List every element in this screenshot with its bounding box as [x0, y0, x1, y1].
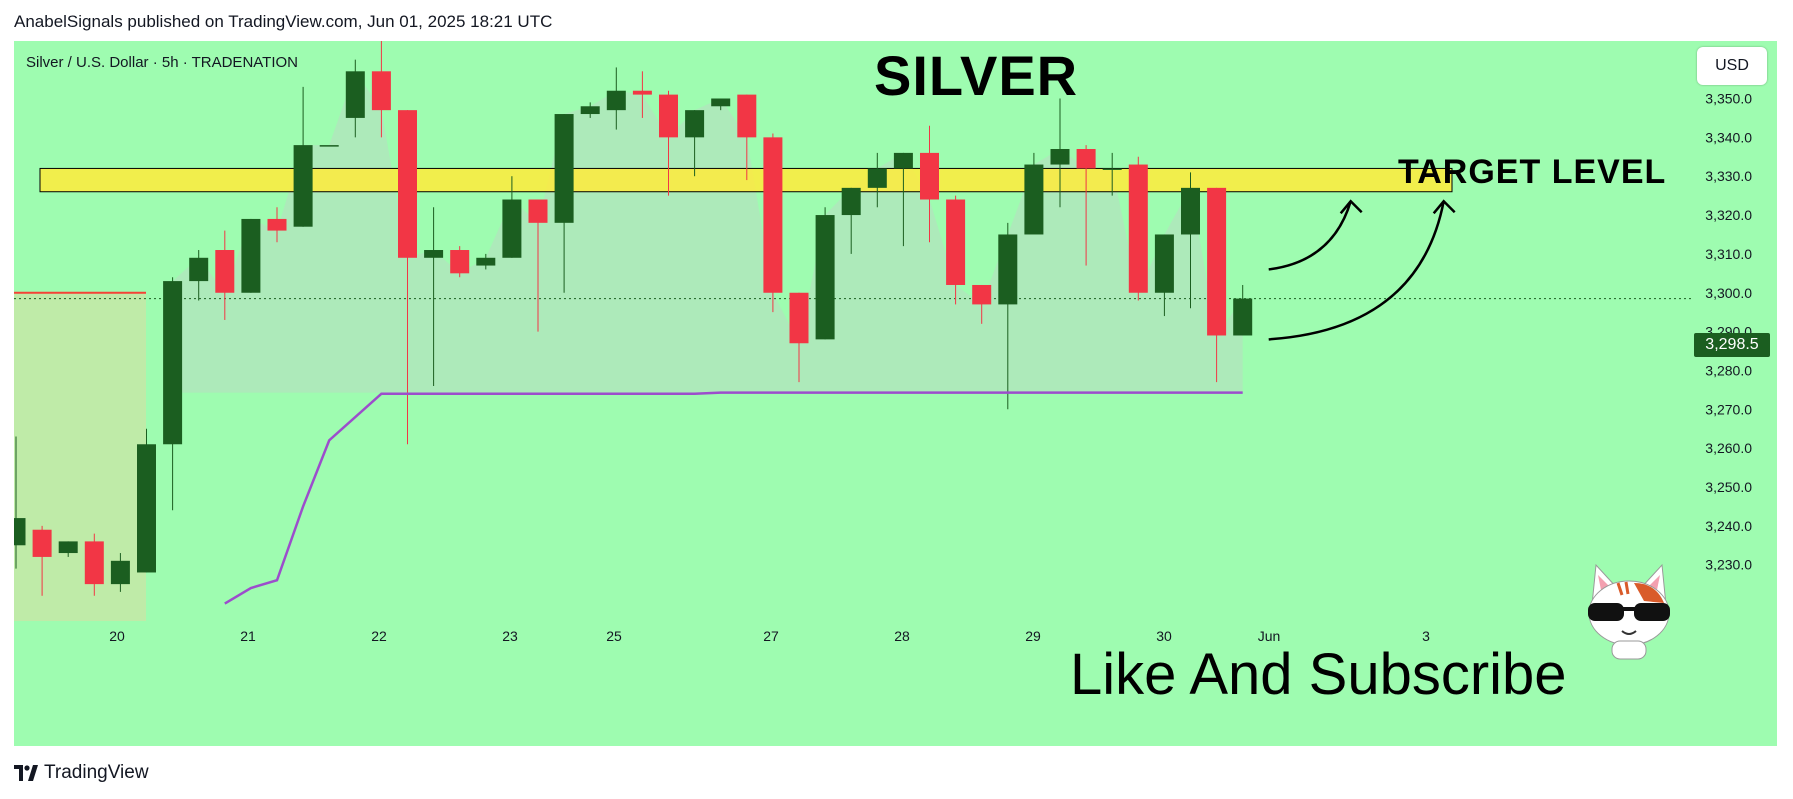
- candle-body: [711, 98, 731, 107]
- candle-body: [1128, 164, 1148, 293]
- x-tick-label: 20: [109, 628, 125, 644]
- candle-body: [84, 541, 104, 585]
- candle-body: [293, 145, 313, 227]
- x-tick-label: Jun: [1258, 628, 1281, 644]
- target-zone: [39, 167, 1453, 193]
- candle-body: [867, 168, 887, 188]
- publisher-line: AnabelSignals published on TradingView.c…: [14, 12, 553, 31]
- candle-body: [110, 560, 130, 585]
- x-tick-label: 27: [763, 628, 779, 644]
- candle-body: [398, 110, 417, 258]
- candle-body: [815, 215, 835, 340]
- cat-mascot-icon: [1588, 563, 1670, 660]
- candle-body: [1024, 164, 1044, 235]
- support-line: [224, 391, 1243, 605]
- candle-body: [1207, 187, 1227, 336]
- candlestick-chart[interactable]: 3,350.0 3,340.0 3,330.0 3,320.0 3,310.0 3,300…: [14, 41, 1777, 746]
- candle-body: [554, 114, 574, 223]
- candle-body: [319, 145, 339, 147]
- currency-button[interactable]: USD: [1697, 47, 1767, 85]
- candle-body: [659, 94, 678, 138]
- arrows-layer: [1268, 199, 1456, 341]
- candle-body: [267, 218, 287, 231]
- subscribe-caption: Like And Subscribe: [1070, 642, 1567, 707]
- candle-body: [606, 90, 626, 111]
- candle-body: [241, 218, 261, 293]
- candle-body: [893, 152, 913, 169]
- y-tick-label: 3,350.0: [1705, 91, 1752, 107]
- candle-body: [763, 137, 783, 293]
- candle-body: [920, 152, 939, 200]
- candle-body: [215, 250, 235, 293]
- y-tick-label: 3,250.0: [1705, 479, 1752, 495]
- candle-body: [998, 234, 1018, 305]
- y-tick-label: 3,270.0: [1705, 401, 1752, 417]
- tradingview-logo[interactable]: TradingView: [14, 762, 149, 784]
- y-tick-label: 3,240.0: [1705, 518, 1752, 534]
- last-price-badge: 3,298.5: [1694, 333, 1770, 357]
- x-axis: 20 21 22 23 25 27 28 29 30 Jun 3: [109, 628, 1430, 644]
- candle-body: [1154, 234, 1174, 293]
- candle-body: [32, 529, 52, 557]
- area-layer: [172, 71, 1243, 622]
- candle-body: [137, 444, 156, 573]
- tradingview-logo-icon: [14, 765, 38, 781]
- candle-body: [1050, 149, 1070, 165]
- x-tick-label: 30: [1156, 628, 1172, 644]
- candle-body: [972, 284, 992, 305]
- y-tick-label: 3,310.0: [1705, 246, 1752, 262]
- candles-layer: [14, 41, 1253, 596]
- candle-body: [189, 257, 209, 282]
- candle-body: [632, 90, 652, 95]
- y-tick-label: 3,280.0: [1705, 362, 1752, 378]
- candle-body: [737, 94, 757, 138]
- candle-body: [58, 541, 78, 554]
- x-tick-label: 23: [502, 628, 518, 644]
- projection-arrow-head: [1339, 199, 1363, 215]
- candle-body: [841, 187, 861, 216]
- x-tick-label: 25: [606, 628, 622, 644]
- x-tick-label: 29: [1025, 628, 1041, 644]
- x-tick-label: 28: [894, 628, 910, 644]
- candle-body: [476, 257, 496, 266]
- y-tick-label: 3,260.0: [1705, 440, 1752, 456]
- candle-body: [1102, 168, 1122, 170]
- x-tick-label: 22: [371, 628, 387, 644]
- price-area-fill: [172, 71, 1243, 622]
- candle-body: [14, 518, 26, 546]
- chart-title: SILVER: [874, 44, 1079, 107]
- chart-area[interactable]: 3,350.0 3,340.0 3,330.0 3,320.0 3,310.0 3,300…: [14, 41, 1777, 746]
- tradingview-brand: TradingView: [44, 762, 149, 783]
- y-tick-label: 3,340.0: [1705, 129, 1752, 145]
- y-tick-label: 3,300.0: [1705, 285, 1752, 301]
- projection-arrow: [1268, 201, 1445, 341]
- x-tick-label: 21: [240, 628, 256, 644]
- y-tick-label: 3,320.0: [1705, 207, 1752, 223]
- candle-body: [424, 250, 444, 258]
- target-zone-layer: [39, 167, 1453, 193]
- projection-arrow-head: [1432, 199, 1456, 215]
- candle-body: [1076, 149, 1096, 169]
- candle-body: [946, 199, 966, 285]
- candle-body: [502, 199, 522, 258]
- candle-body: [528, 199, 548, 223]
- candle-body: [371, 71, 391, 111]
- target-level-label: TARGET LEVEL: [1398, 153, 1667, 191]
- candle-body: [163, 281, 183, 445]
- candle-body: [1233, 298, 1253, 336]
- projection-arrow: [1268, 200, 1352, 271]
- y-tick-label: 3,230.0: [1705, 557, 1752, 573]
- x-tick-label: 3: [1422, 628, 1430, 644]
- candle-body: [450, 250, 470, 274]
- support-line-layer: [224, 391, 1243, 605]
- y-axis: 3,350.0 3,340.0 3,330.0 3,320.0 3,310.0 3,300…: [1705, 91, 1752, 573]
- candle-body: [1181, 187, 1200, 235]
- symbol-description: Silver / U.S. Dollar · 5h · TRADENATION: [26, 54, 298, 71]
- y-tick-label: 3,330.0: [1705, 168, 1752, 184]
- candle-body: [789, 292, 809, 344]
- candle-body: [580, 106, 600, 115]
- candle-body: [345, 71, 365, 118]
- candle-body: [685, 110, 705, 138]
